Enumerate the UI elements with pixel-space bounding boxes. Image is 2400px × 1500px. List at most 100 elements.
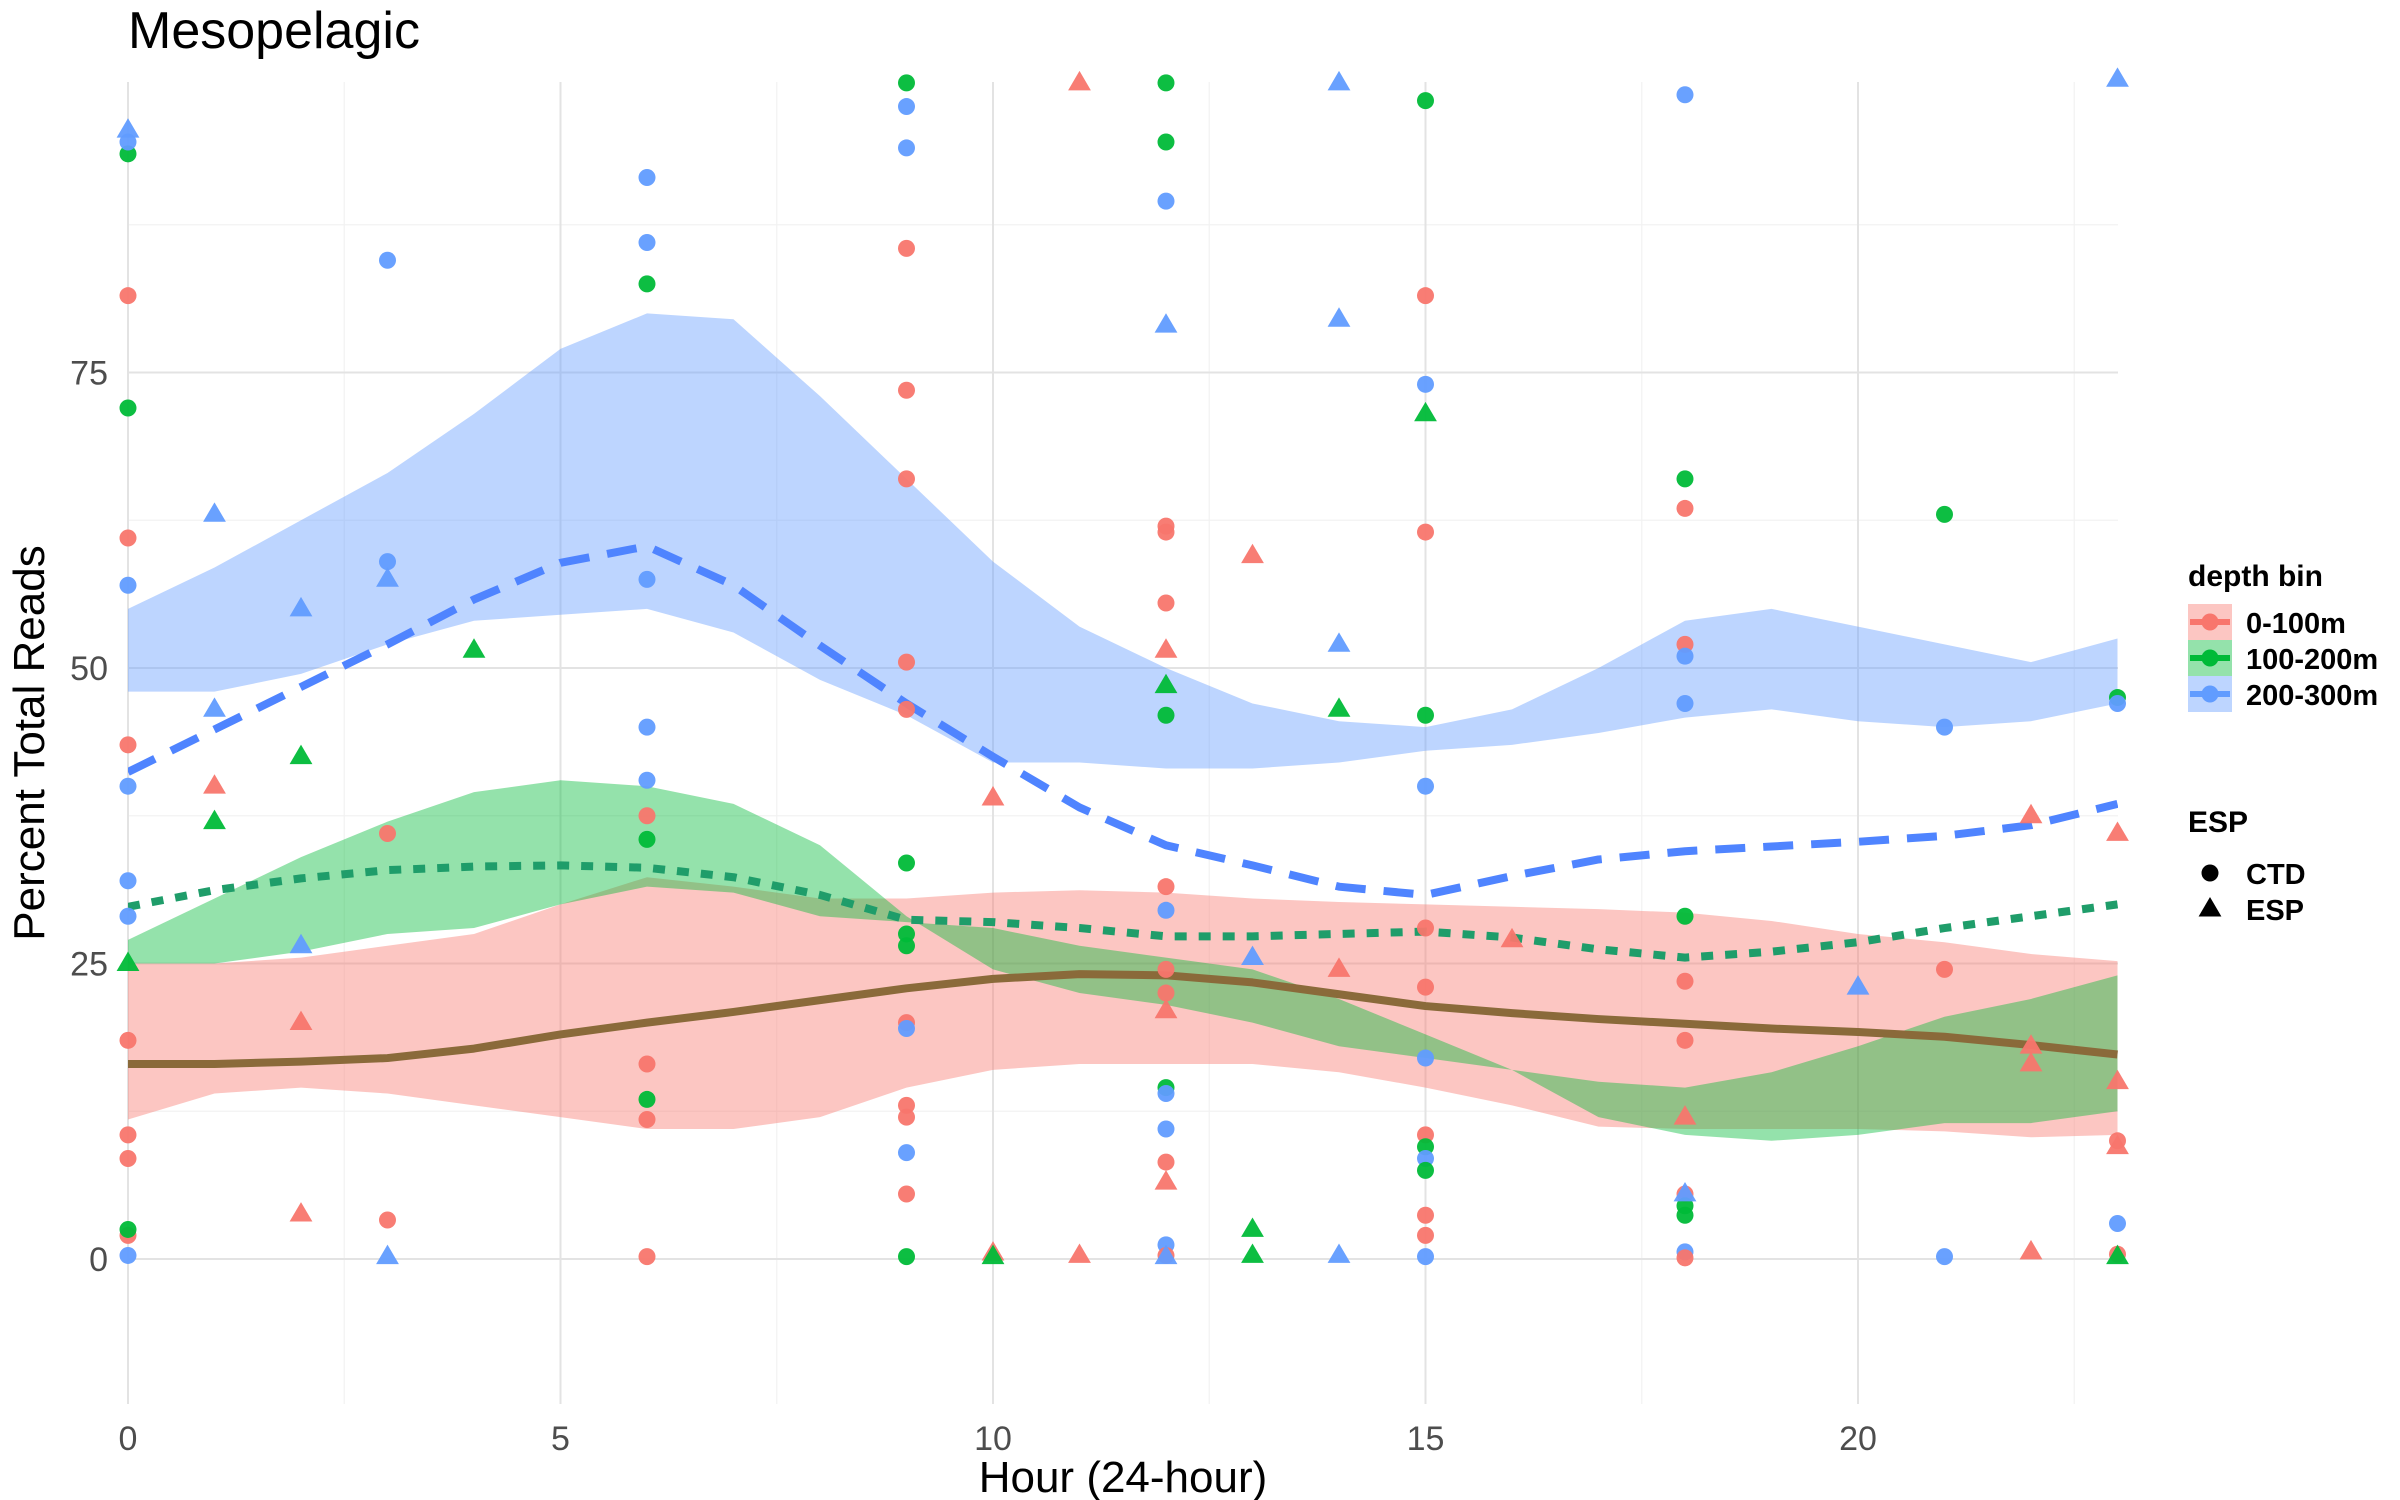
point-circle — [2109, 694, 2126, 712]
point-triangle — [1241, 945, 1264, 966]
point-circle — [119, 907, 137, 925]
point-circle — [898, 700, 915, 718]
point-circle — [119, 872, 137, 890]
legend-key-0-100m: 0-100m — [2188, 604, 2346, 640]
point-circle — [1417, 1150, 1434, 1168]
point-circle — [1157, 1085, 1175, 1103]
point-circle — [1936, 505, 1953, 523]
point-circle — [638, 1055, 656, 1073]
point-circle — [1676, 972, 1694, 990]
point-triangle — [981, 1244, 1005, 1265]
point-triangle — [376, 567, 399, 587]
point-triangle — [2019, 1051, 2043, 1072]
point-circle — [1417, 287, 1434, 305]
point-triangle — [1500, 927, 1524, 948]
smooth-line-0-100m — [128, 970, 2118, 1068]
point-circle — [898, 937, 915, 955]
point-triangle — [1327, 70, 1351, 91]
legend-shape-triangle — [2198, 897, 2222, 917]
point-triangle — [1154, 313, 1178, 333]
point-circle — [898, 854, 915, 872]
point-triangle — [116, 118, 140, 138]
point-triangle — [1068, 1243, 1091, 1263]
point-circle — [898, 1248, 915, 1266]
point-triangle — [289, 744, 313, 765]
point-circle — [1417, 706, 1434, 724]
point-circle — [2109, 1215, 2126, 1233]
point-triangle — [1068, 70, 1091, 91]
point-circle — [119, 1150, 137, 1168]
point-triangle — [203, 774, 226, 794]
point-circle — [1417, 1049, 1434, 1067]
legend-label: 200-300m — [2246, 680, 2378, 712]
x-tick-label: 5 — [551, 1420, 570, 1458]
confidence-bands — [128, 313, 2118, 1141]
point-circle — [898, 653, 915, 671]
x-tick-label: 10 — [974, 1420, 1012, 1458]
point-circle — [898, 1144, 915, 1162]
point-circle — [898, 1020, 915, 1038]
point-triangle — [1241, 1217, 1264, 1237]
legend-shape-CTD: CTD — [2201, 859, 2306, 891]
point-triangle — [289, 1202, 313, 1222]
x-axis-title: Hour (24-hour) — [979, 1453, 1268, 1500]
point-triangle — [203, 502, 226, 522]
legend-shape-title: ESP — [2188, 806, 2248, 839]
point-circle — [898, 1108, 915, 1126]
point-triangle — [1327, 1243, 1351, 1263]
point-triangle — [1154, 1170, 1178, 1190]
point-circle — [1157, 878, 1175, 896]
point-circle — [1157, 74, 1175, 92]
point-circle — [119, 1246, 137, 1264]
point-circle — [1157, 984, 1175, 1002]
point-circle — [1157, 594, 1175, 612]
point-circle — [638, 233, 656, 251]
point-circle — [1417, 523, 1434, 541]
point-circle — [1676, 86, 1694, 104]
point-triangle — [2019, 803, 2043, 824]
data-points — [116, 67, 2129, 1267]
point-triangle — [1154, 1244, 1178, 1265]
y-axis-title: Percent Total Reads — [5, 545, 54, 940]
point-circle — [898, 470, 915, 488]
point-circle — [1676, 499, 1694, 517]
point-circle — [898, 925, 915, 943]
point-circle — [638, 168, 656, 186]
point-circle — [1157, 901, 1175, 919]
point-circle — [1157, 192, 1175, 210]
point-triangle — [289, 596, 313, 617]
point-circle — [898, 98, 915, 116]
point-triangle — [981, 786, 1005, 806]
point-triangle — [1673, 1105, 1697, 1125]
point-circle — [119, 777, 137, 795]
x-tick-label: 0 — [119, 1420, 138, 1458]
point-circle — [1676, 647, 1694, 665]
point-triangle — [2106, 1244, 2129, 1265]
point-triangle — [1241, 1243, 1264, 1263]
y-tick-label: 0 — [89, 1241, 108, 1279]
point-triangle — [1846, 975, 1870, 995]
point-circle — [638, 1111, 656, 1129]
point-circle — [1676, 907, 1694, 925]
point-circle — [119, 1220, 137, 1238]
point-circle — [1157, 1153, 1175, 1171]
x-tick-label: 20 — [1839, 1420, 1877, 1458]
point-circle — [1157, 133, 1175, 151]
point-circle — [638, 1090, 656, 1108]
point-circle — [638, 771, 656, 789]
point-circle — [1157, 960, 1175, 978]
point-circle — [638, 1248, 656, 1266]
point-circle — [898, 1096, 915, 1114]
smooth-lines — [128, 542, 2118, 1068]
point-circle — [379, 553, 396, 571]
point-circle — [379, 251, 396, 269]
legend-shape-circle — [2201, 864, 2219, 882]
point-triangle — [1327, 957, 1351, 977]
point-circle — [898, 381, 915, 399]
point-circle — [1936, 1248, 1953, 1266]
point-circle — [1676, 1031, 1694, 1049]
legend-label: CTD — [2246, 859, 2306, 891]
point-circle — [1417, 1248, 1434, 1266]
chart-title: Mesopelagic — [128, 2, 420, 60]
point-circle — [638, 807, 656, 825]
